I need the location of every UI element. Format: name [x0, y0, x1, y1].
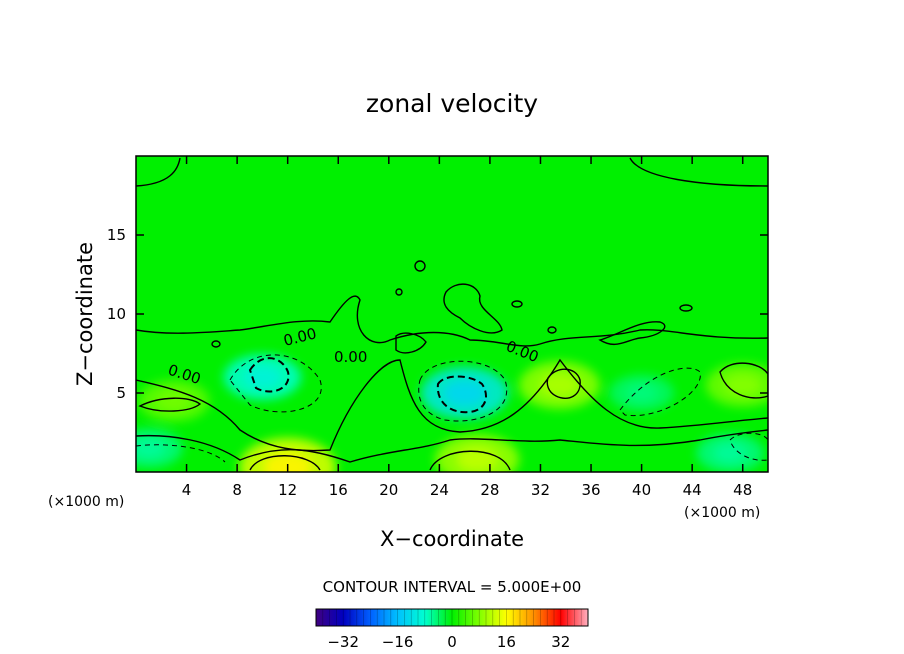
contour-island-3 — [598, 321, 666, 345]
contour-zero-line-base — [136, 429, 768, 463]
x-axis-label: X−coordinate — [380, 527, 524, 551]
field-anomaly-core — [713, 443, 748, 463]
field-anomaly-core — [724, 374, 762, 396]
x-tick-label: 40 — [632, 481, 651, 499]
colorbar: −32 −16 0 16 32 — [315, 608, 589, 651]
x-tick-label: 4 — [182, 481, 192, 499]
field-anomaly-core — [156, 390, 192, 412]
x-tick-label: 8 — [232, 481, 242, 499]
contour-negative-dashed-right — [619, 367, 701, 417]
x-axis-unit-right: (×1000 m) — [684, 505, 760, 521]
field-anomaly-core — [442, 379, 487, 407]
x-axis: 4 8 12 16 20 24 28 32 36 40 44 48 (×1000 m) (×1000 … — [48, 156, 760, 551]
field-anomaly-core — [625, 383, 658, 403]
x-tick-label: 48 — [733, 481, 752, 499]
contour-zero-line-lower — [136, 358, 768, 452]
y-tick-label: 10 — [107, 305, 126, 323]
contour-positive-cell-right — [546, 368, 581, 399]
y-axis-label: Z−coordinate — [73, 242, 97, 386]
contour-island-2 — [443, 283, 503, 334]
contour-negative-cell-center — [436, 375, 487, 414]
contour-interval: CONTOUR INTERVAL = 5.000E+00 — [323, 578, 582, 596]
x-tick-label: 44 — [683, 481, 702, 499]
x-tick-label: 36 — [581, 481, 600, 499]
x-ticks: 4 8 12 16 20 24 28 32 36 40 44 48 — [182, 156, 752, 499]
y-axis: 5 10 15 Z−coordinate — [73, 226, 768, 402]
contour-zero-line-top — [136, 157, 768, 187]
colorbar-tick-label: −16 — [382, 633, 414, 651]
colorbar-tick-label: −32 — [327, 633, 359, 651]
contour-positive-cell-far-right — [719, 362, 768, 399]
x-tick-label: 32 — [531, 481, 550, 499]
y-ticks: 5 10 15 — [107, 226, 768, 402]
chart-title: zonal velocity — [366, 89, 538, 118]
colorbar-tick-label: 16 — [497, 633, 516, 651]
x-tick-label: 16 — [329, 481, 348, 499]
field-anomaly-core — [243, 365, 282, 389]
colorbar-tick-label: 32 — [551, 633, 570, 651]
contour-negative-dashed-bottom-right — [729, 432, 768, 461]
field-anomaly-core — [456, 446, 499, 472]
colorbar-gradient — [315, 608, 589, 627]
contour-lines — [136, 157, 768, 471]
y-tick-label: 5 — [116, 384, 126, 402]
x-tick-label: 20 — [379, 481, 398, 499]
contour-island-5 — [211, 288, 693, 348]
field-anomaly-core — [136, 438, 166, 459]
contour-positive-cell-bottom — [249, 450, 511, 471]
plot-area: 0.00 0.00 0.00 0.00 — [135, 155, 769, 473]
x-tick-label: 24 — [430, 481, 449, 499]
contour-negative-dashed-left — [229, 354, 322, 413]
contour-negative-dashed-bottom-left — [136, 444, 226, 463]
colorbar-tick-label: 0 — [447, 633, 457, 651]
contour-label: 0.00 — [334, 348, 367, 366]
y-tick-label: 15 — [107, 226, 126, 244]
contour-island-1 — [414, 260, 426, 272]
x-tick-label: 12 — [278, 481, 297, 499]
contour-positive-cell-left — [138, 397, 202, 412]
x-tick-label: 28 — [480, 481, 499, 499]
x-axis-unit-left: (×1000 m) — [48, 494, 124, 510]
contour-island-4 — [395, 332, 427, 354]
contour-negative-cell-left — [248, 357, 290, 393]
colorbar-ticks: −32 −16 0 16 32 — [315, 609, 589, 651]
contour-zero-line-main — [136, 295, 768, 347]
velocity-field — [136, 354, 768, 472]
